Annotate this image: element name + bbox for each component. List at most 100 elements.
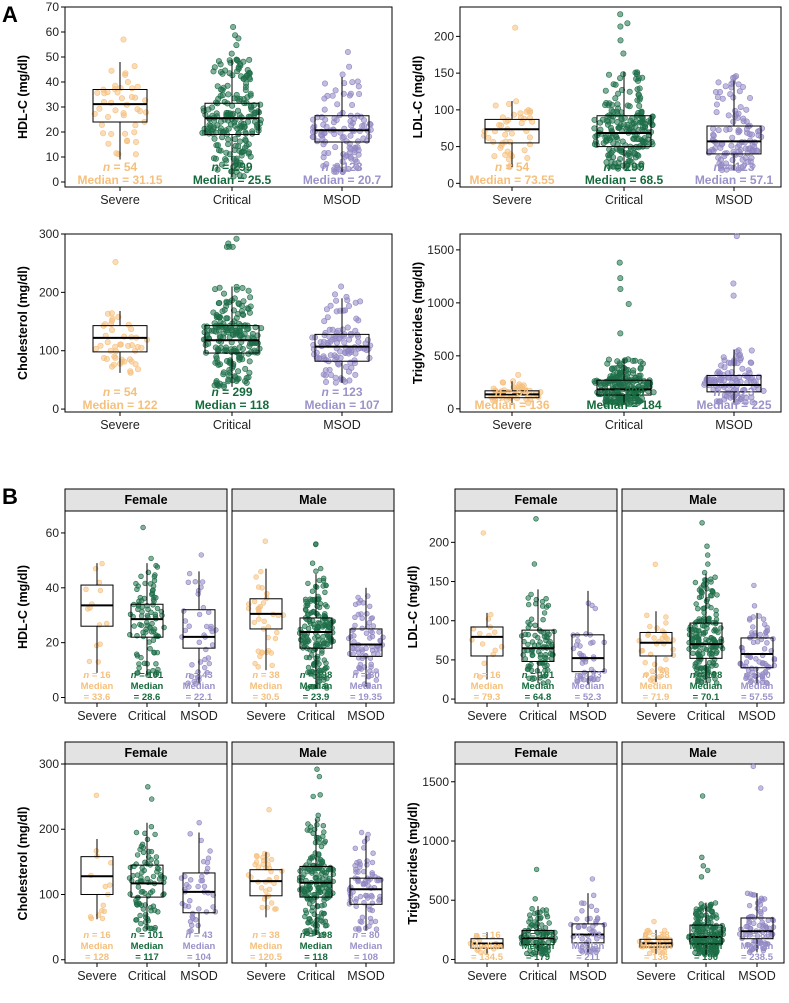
y-tick-label: 500 <box>434 349 454 363</box>
data-point <box>136 900 142 906</box>
group-msod <box>705 73 765 174</box>
data-point <box>525 399 532 406</box>
data-point <box>639 360 646 367</box>
data-point <box>361 123 368 130</box>
data-point <box>511 384 518 391</box>
y-axis-title: HDL-C (mg/dl) <box>16 565 30 649</box>
data-point <box>185 680 191 686</box>
data-point <box>588 903 595 909</box>
data-point <box>309 855 315 861</box>
data-point <box>686 626 693 633</box>
x-tick-label: Severe <box>492 193 532 207</box>
data-point <box>138 920 144 927</box>
data-point <box>141 660 148 666</box>
data-point <box>527 621 533 628</box>
data-point <box>717 156 724 163</box>
data-point <box>532 622 538 628</box>
data-point <box>746 902 753 909</box>
data-point <box>625 356 632 363</box>
data-point <box>748 359 755 366</box>
data-point <box>588 640 594 646</box>
data-point <box>219 134 226 141</box>
group-msod <box>309 283 374 386</box>
data-point <box>469 637 475 643</box>
data-point <box>367 603 373 609</box>
data-point <box>526 134 533 141</box>
data-point <box>127 356 134 363</box>
outlier-point <box>533 516 539 522</box>
outlier-point <box>699 854 705 860</box>
data-point <box>133 139 140 146</box>
data-point <box>153 594 159 601</box>
n-label: n = 123 <box>713 160 754 174</box>
data-point <box>356 91 363 98</box>
y-tick-label: 50 <box>46 50 60 64</box>
data-point <box>159 612 165 619</box>
data-point <box>134 343 141 350</box>
outlier-point <box>145 784 151 790</box>
n-value: = 38 <box>258 930 279 941</box>
data-point <box>622 367 629 374</box>
outlier-point <box>533 866 540 873</box>
outlier-point <box>589 876 596 882</box>
data-point <box>594 915 601 921</box>
outlier-point <box>343 293 350 300</box>
data-point <box>686 646 692 652</box>
data-point <box>246 149 253 156</box>
data-point <box>703 636 709 643</box>
subplot-b-3: 0 100 200 300 Cholesterol (mg/dl) Female n = 1… <box>16 741 395 983</box>
data-point <box>190 910 196 917</box>
data-point <box>704 585 710 592</box>
data-point <box>360 881 367 888</box>
data-point <box>340 134 347 141</box>
data-point <box>150 602 156 608</box>
data-point <box>255 664 261 670</box>
data-point <box>265 634 271 641</box>
iqr-box <box>130 603 164 638</box>
data-point <box>496 122 503 129</box>
data-point <box>721 376 728 383</box>
n-value: = 198 <box>306 670 333 681</box>
data-point <box>309 868 315 874</box>
data-point <box>365 877 372 884</box>
data-point <box>236 138 243 145</box>
data-point <box>103 355 110 362</box>
median-label: Median = 68.5 <box>585 173 664 187</box>
data-point <box>712 574 718 580</box>
data-point <box>758 910 764 916</box>
median-word: Median <box>522 681 555 692</box>
data-point <box>591 378 598 385</box>
data-point <box>347 132 354 139</box>
data-point <box>369 633 376 640</box>
data-point <box>107 882 113 888</box>
x-tick-label: Severe <box>77 709 117 723</box>
outlier-point <box>314 766 320 772</box>
data-point <box>344 348 351 355</box>
data-point <box>226 372 233 379</box>
x-tick-label: MSOD <box>738 709 776 723</box>
data-point <box>229 102 236 109</box>
data-point <box>710 661 717 667</box>
outlier-point <box>318 565 324 572</box>
data-point <box>354 144 361 151</box>
data-point <box>333 308 340 315</box>
data-point <box>348 155 355 162</box>
data-point <box>135 366 142 373</box>
data-point <box>370 850 376 856</box>
data-point <box>225 378 232 385</box>
data-point <box>645 118 652 125</box>
data-point <box>148 904 154 911</box>
data-point <box>273 874 280 881</box>
outlier-point <box>233 42 240 49</box>
group-critical <box>200 235 265 390</box>
panel-label-a: A <box>2 2 18 27</box>
data-point <box>713 101 720 108</box>
data-point <box>221 98 228 105</box>
x-tick-label: Critical <box>687 969 725 983</box>
data-point <box>223 324 230 331</box>
data-point <box>748 374 755 381</box>
data-point <box>207 848 213 854</box>
